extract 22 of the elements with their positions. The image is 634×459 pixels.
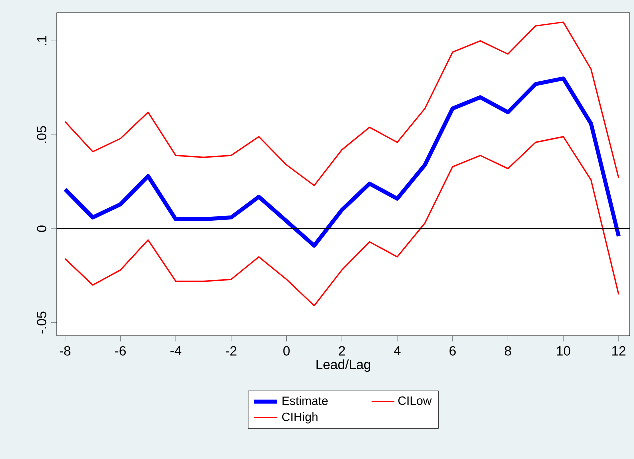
x-tick-label: -8: [60, 346, 71, 356]
x-tick-label: 2: [339, 346, 346, 356]
y-tick-label: .05: [37, 126, 47, 144]
x-tick-label: 8: [505, 346, 512, 356]
legend-label: CIHigh: [282, 412, 318, 424]
line-series: [63, 76, 621, 248]
x-tick-label: 6: [450, 346, 456, 356]
line-series: [64, 22, 620, 186]
line-series: [64, 136, 620, 307]
x-tick-label: -6: [115, 346, 126, 356]
y-tick-label: -.05: [37, 312, 47, 334]
x-tick-label: 0: [284, 346, 290, 356]
x-tick-label: 10: [557, 346, 570, 356]
x-tick-label: -2: [226, 346, 237, 356]
y-tick-label: 0: [37, 226, 47, 232]
x-axis-title: Lead/Lag: [316, 360, 370, 372]
x-tick-label: 12: [612, 346, 626, 356]
legend-label: CILow: [398, 396, 432, 406]
legend-label: Estimate: [282, 396, 328, 406]
x-tick-label: 4: [394, 346, 401, 356]
y-tick-label: .1: [37, 36, 47, 46]
x-tick-label: -4: [170, 346, 182, 356]
